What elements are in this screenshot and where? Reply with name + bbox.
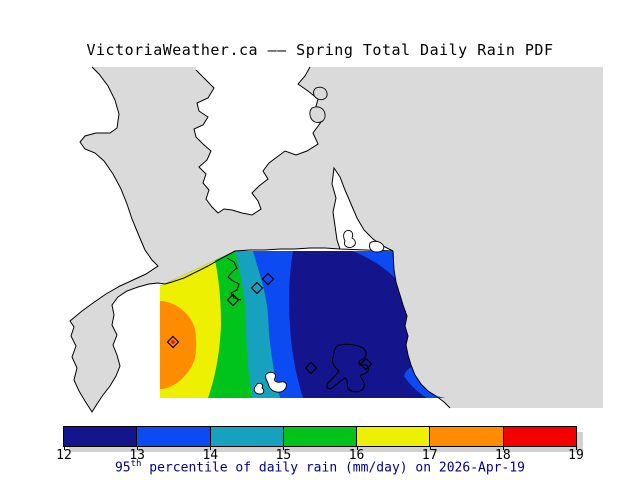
colorbar-segment [429,427,503,446]
colorbar-tick [137,447,139,450]
station-diamond-icon [166,335,180,349]
colorbar-tick [576,447,577,450]
station-diamond-icon [304,361,318,375]
contour-band-17-18 [160,301,197,389]
colorbar-tick-label: 19 [568,448,584,463]
caption-rest: percentile of daily rain (mm/day) on 202… [141,460,525,476]
station-diamond-icon [261,272,275,286]
white-islet [343,230,356,248]
colorbar-tick [429,447,431,450]
inlet-coastline [193,66,322,216]
colorbar-tick-label: 17 [421,448,438,463]
contour-band-13-14-ne [352,251,400,284]
colorbar-tick [210,447,212,450]
caption-prefix: 95 [114,460,131,476]
contour-band-13-14-se [404,367,445,398]
colorbar-segment [282,427,357,446]
station-diamond-icon [226,293,240,307]
caption-superscript: th [130,459,142,469]
colorbar-ticks [63,447,577,451]
station-diamond-icon [250,281,264,295]
white-island [265,371,287,393]
page-title: VictoriaWeather.ca —— Spring Total Daily… [86,41,554,59]
east-coastline [392,250,451,409]
colorbar-segment [502,427,576,446]
colorbar-tick [283,447,285,450]
colorbar-tick [356,447,358,450]
station-markers [166,272,373,375]
white-island [253,382,265,395]
colorbar-tick-label: 18 [495,448,511,463]
inlet-water [194,67,321,215]
colorbar-segment [64,427,137,446]
colorbar-segment [136,427,210,446]
colorbar-caption: 95th percentile of daily rain (mm/day) o… [0,459,640,475]
colorbar-tick [502,447,504,450]
gulf-island [313,86,328,101]
west-coastline [69,66,236,413]
gulf-island [309,106,326,123]
colorbar-tick-labels: 12 13 14 15 16 17 18 19 [56,448,584,463]
contour-field [160,251,445,398]
station-diamond-center-dot [170,339,176,345]
station-diamond-icon [359,357,373,371]
colorbar-tick-label: 14 [202,448,219,463]
colorbar-segment [356,427,430,446]
colorbar-tick-label: 16 [348,448,365,463]
peninsula-south-coastline [234,247,341,252]
colorbar-tick-label: 12 [56,448,72,463]
colorbar-segment [209,427,283,446]
colorbar [63,426,577,447]
colorbar-tick-label: 15 [275,448,292,463]
colorbar-tick [64,447,65,450]
white-islet [369,240,385,253]
colorbar-tick-label: 13 [129,448,145,463]
outlined-island [326,343,370,393]
